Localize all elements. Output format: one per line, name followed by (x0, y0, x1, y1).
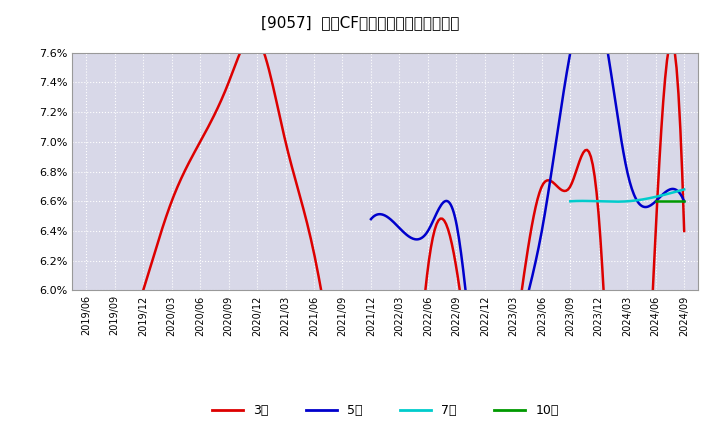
Legend: 3年, 5年, 7年, 10年: 3年, 5年, 7年, 10年 (207, 399, 564, 422)
Text: [9057]  営業CFマージンの平均値の推移: [9057] 営業CFマージンの平均値の推移 (261, 15, 459, 30)
